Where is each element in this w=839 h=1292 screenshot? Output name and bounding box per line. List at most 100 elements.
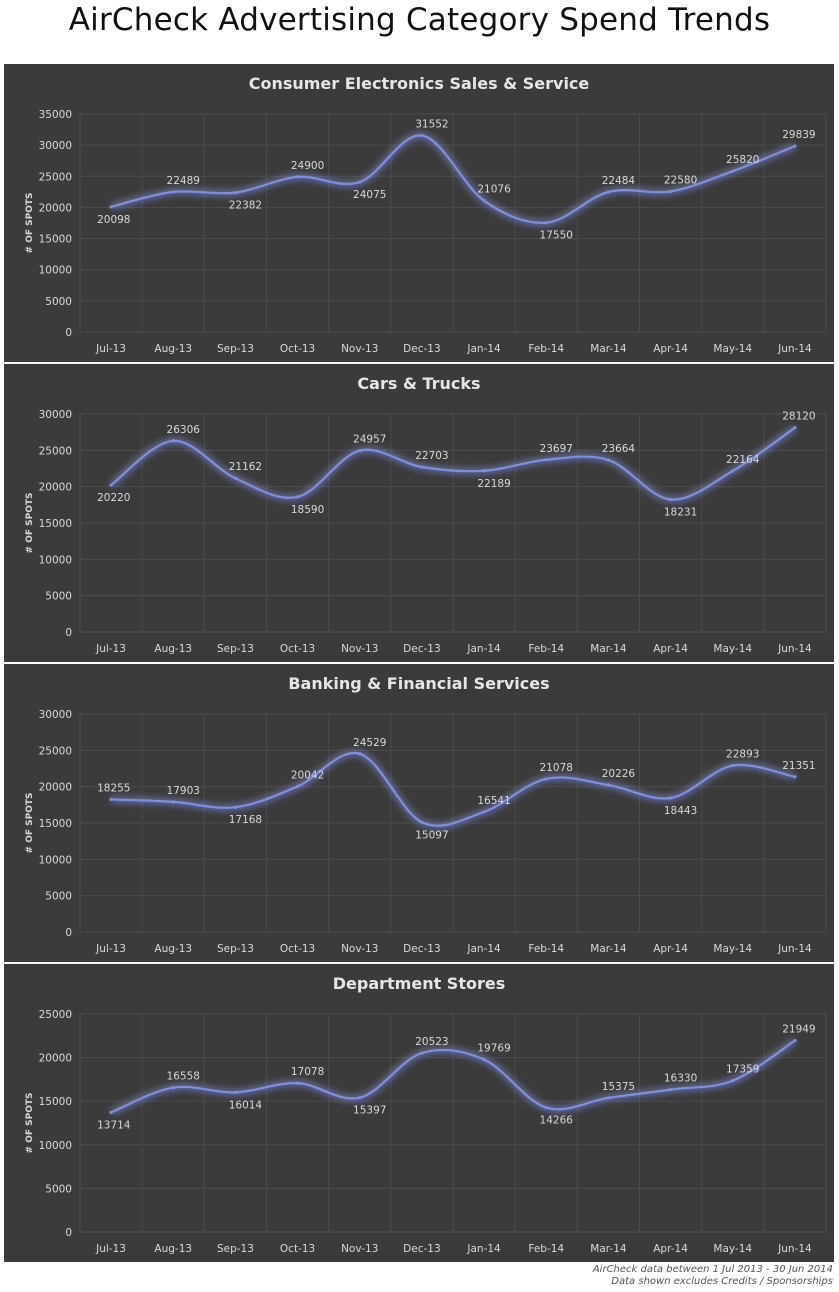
y-tick-label: 5000 <box>45 891 72 903</box>
y-tick-label: 30000 <box>39 709 72 721</box>
y-axis-label: # OF SPOTS <box>25 493 35 554</box>
data-point <box>420 465 424 469</box>
y-tick-label: 25000 <box>39 445 72 457</box>
x-tick-label: Nov-13 <box>341 943 378 955</box>
y-tick-label: 20000 <box>39 1053 72 1065</box>
data-point <box>358 752 362 756</box>
x-tick-label: Dec-13 <box>403 943 440 955</box>
data-point <box>482 199 486 203</box>
data-label: 24075 <box>353 189 386 201</box>
data-point <box>544 221 548 225</box>
line-chart: 0 5000 10000 15000 20000 25000 Jul-13 Aug-13 Sep… <box>25 1009 827 1255</box>
data-label: 22382 <box>229 200 262 212</box>
data-point <box>420 1051 424 1055</box>
x-tick-label: Jun-14 <box>777 343 812 355</box>
data-label: 22189 <box>477 478 510 490</box>
data-label: 24529 <box>353 737 386 749</box>
y-tick-label: 30000 <box>39 140 72 152</box>
y-tick-label: 5000 <box>45 1183 72 1195</box>
x-tick-label: Oct-13 <box>280 943 315 955</box>
chart-title: Cars & Trucks <box>357 374 481 393</box>
y-tick-label: 20000 <box>39 482 72 494</box>
data-point <box>544 458 548 462</box>
data-label: 22484 <box>602 175 636 187</box>
data-label: 18255 <box>97 782 130 794</box>
data-label: 22703 <box>415 450 448 462</box>
data-label: 21078 <box>540 762 573 774</box>
data-label: 20523 <box>415 1036 448 1048</box>
x-tick-label: Jul-13 <box>95 1243 126 1255</box>
x-tick-label: Aug-13 <box>154 643 192 655</box>
x-tick-label: Nov-13 <box>341 643 378 655</box>
y-axis-label: # OF SPOTS <box>25 193 35 254</box>
data-label: 15397 <box>353 1105 386 1117</box>
x-tick-label: Mar-14 <box>590 943 627 955</box>
data-point <box>668 796 673 800</box>
data-label: 25820 <box>726 154 759 166</box>
data-point <box>295 1081 300 1085</box>
x-tick-label: Feb-14 <box>528 643 564 655</box>
y-tick-label: 15000 <box>39 518 72 530</box>
x-tick-label: Jan-14 <box>466 643 501 655</box>
x-tick-label: Sep-13 <box>217 643 254 655</box>
x-tick-label: Dec-13 <box>403 643 440 655</box>
y-tick-label: 25000 <box>39 171 72 183</box>
data-label: 19769 <box>477 1043 510 1055</box>
data-label: 28120 <box>782 411 815 423</box>
data-point <box>793 775 797 779</box>
chart-title: Banking & Financial Services <box>288 674 550 693</box>
x-tick-label: Aug-13 <box>154 1243 192 1255</box>
x-tick-label: Apr-14 <box>653 343 688 355</box>
x-tick-label: Jul-13 <box>95 343 126 355</box>
chart-panel-consumer-electronics: 0 5000 10000 15000 20000 25000 30000 35000 Jul-1… <box>4 64 834 362</box>
data-label: 24900 <box>291 160 324 172</box>
x-tick-label: May-14 <box>713 643 752 655</box>
y-tick-label: 20000 <box>39 782 72 794</box>
data-point <box>606 458 611 462</box>
data-point <box>793 426 797 430</box>
data-point <box>233 190 238 195</box>
x-tick-label: Mar-14 <box>590 643 627 655</box>
data-point <box>295 784 300 788</box>
data-point <box>171 439 175 443</box>
x-tick-label: Feb-14 <box>528 943 564 955</box>
data-label: 18590 <box>291 504 324 516</box>
x-tick-label: Nov-13 <box>341 1243 378 1255</box>
data-label: 20042 <box>291 769 324 781</box>
data-point <box>109 483 113 487</box>
data-label: 16541 <box>477 795 510 807</box>
chart-panel-banking-financial: 0 5000 10000 15000 20000 25000 30000 Jul-13 Aug-… <box>4 664 834 962</box>
data-label: 17550 <box>540 230 573 242</box>
data-label: 15097 <box>415 829 448 841</box>
x-tick-label: Aug-13 <box>154 343 192 355</box>
data-point <box>544 1106 548 1110</box>
data-point <box>606 783 611 787</box>
x-tick-label: Aug-13 <box>154 943 192 955</box>
data-point <box>420 133 424 138</box>
data-point <box>482 469 486 473</box>
data-label: 22893 <box>726 749 759 761</box>
data-label: 14266 <box>540 1115 574 1127</box>
data-label: 24957 <box>353 434 386 446</box>
line-chart: 0 5000 10000 15000 20000 25000 30000 Jul-13 Aug-… <box>25 409 827 655</box>
x-tick-label: Jul-13 <box>95 643 126 655</box>
data-label: 13714 <box>97 1119 131 1131</box>
data-point <box>358 449 362 453</box>
data-label: 16558 <box>167 1071 200 1083</box>
data-label: 16330 <box>664 1073 697 1085</box>
data-point <box>358 180 362 184</box>
x-tick-label: Jul-13 <box>95 943 126 955</box>
data-point <box>793 144 797 148</box>
y-tick-label: 25000 <box>39 1009 72 1021</box>
x-tick-label: Oct-13 <box>280 1243 315 1255</box>
chart-panel-department-stores: 0 5000 10000 15000 20000 25000 Jul-13 Aug-13 Sep… <box>4 964 834 1262</box>
line-chart: 0 5000 10000 15000 20000 25000 30000 Jul-13 Aug-… <box>25 709 827 955</box>
x-tick-label: Sep-13 <box>217 943 254 955</box>
x-tick-label: Apr-14 <box>653 1243 688 1255</box>
x-tick-label: Oct-13 <box>280 643 315 655</box>
data-label: 20220 <box>97 492 130 504</box>
data-label: 23664 <box>602 443 636 455</box>
y-tick-label: 10000 <box>39 265 72 277</box>
data-label: 17168 <box>229 814 262 826</box>
data-point <box>233 805 238 809</box>
